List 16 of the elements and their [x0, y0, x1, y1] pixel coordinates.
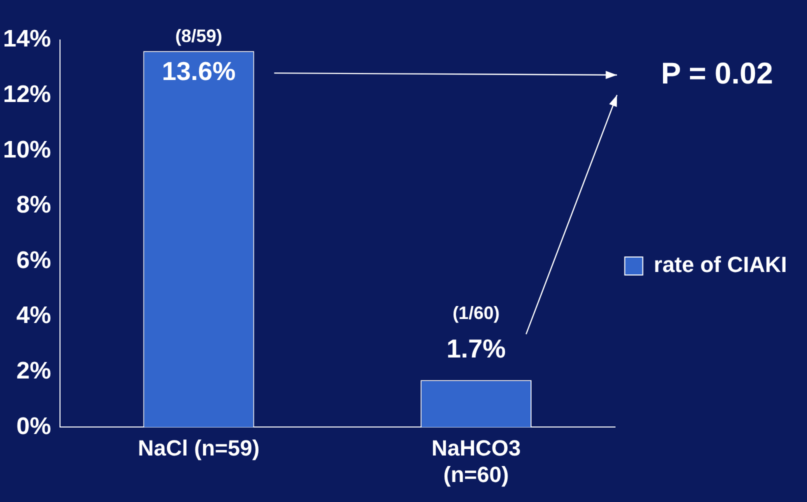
text: P = 0.02 — [660, 57, 774, 90]
y-tick-label: 2% — [16, 358, 52, 385]
x-tick-label: NaHCO3 (n=60) — [431, 435, 521, 487]
x-tick-label: NaCl (n=59) — [138, 435, 260, 460]
y-tick-label: 6% — [16, 246, 52, 274]
y-tick-label: 14% — [2, 26, 52, 53]
y-tick-label: 4% — [16, 302, 52, 330]
y-tick-label: 0% — [16, 412, 52, 440]
y-tick-label: 12% — [2, 80, 52, 108]
annotation: (8/59) — [175, 26, 222, 46]
legend-label: rate of CIAKI — [654, 252, 788, 278]
y-tick-label: 8% — [16, 192, 52, 219]
data-label: 13.6% — [162, 56, 236, 86]
annotation: (1/60) — [452, 303, 500, 324]
y-tick-label: 10% — [2, 136, 52, 164]
data-label: 1.7% — [446, 333, 506, 364]
